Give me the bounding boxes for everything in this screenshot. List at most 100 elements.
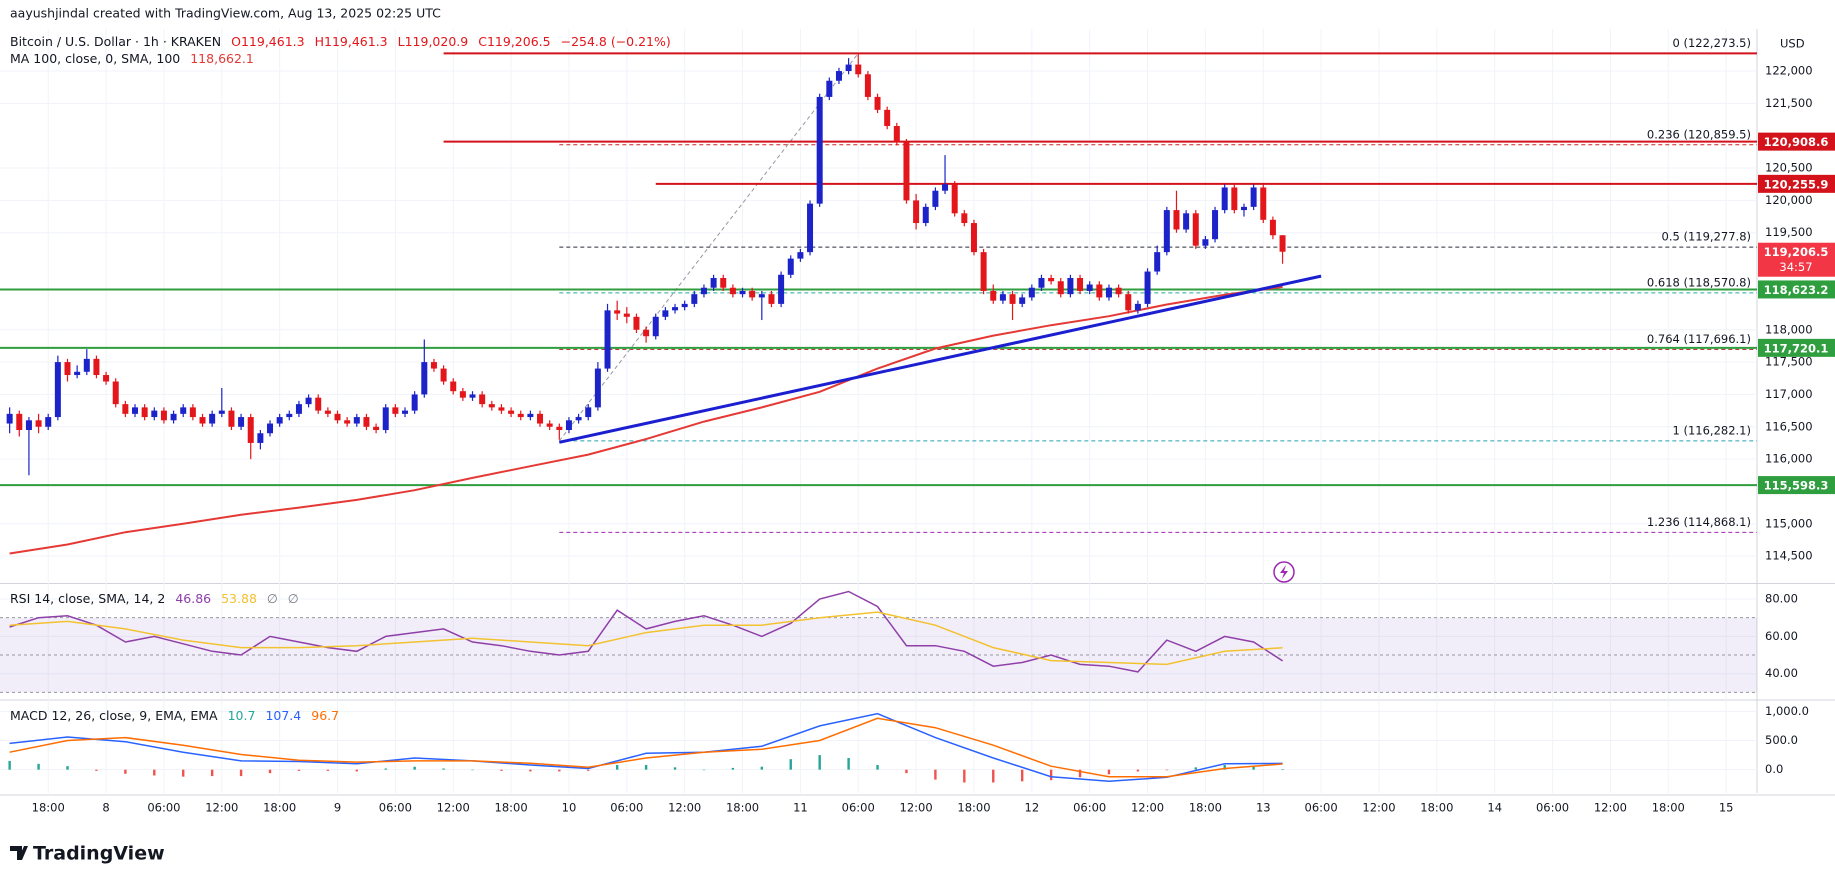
candle-body xyxy=(758,294,765,298)
series-line xyxy=(9,712,1283,783)
candle-body xyxy=(180,407,187,414)
candle-body xyxy=(816,96,823,204)
candle-body xyxy=(64,362,71,376)
candle-body xyxy=(305,397,312,405)
candle-body xyxy=(1163,210,1170,253)
candle-body xyxy=(344,420,351,424)
x-tick-label: 18:00 xyxy=(263,801,296,815)
legend-item: 10.7 xyxy=(228,708,256,723)
candle-body xyxy=(768,294,775,304)
candle-body xyxy=(276,417,283,424)
candle-body xyxy=(160,410,167,421)
price-tag xyxy=(1758,338,1835,357)
candle-body xyxy=(1269,219,1276,236)
x-tick-label: 18:00 xyxy=(1420,801,1453,815)
candle-body xyxy=(970,223,977,253)
candle-body xyxy=(1105,287,1112,298)
histogram-bar xyxy=(1281,769,1284,770)
fib-label: 0.236 (120,859.5) xyxy=(1647,127,1751,141)
y-tick-label: 115,000 xyxy=(1765,516,1813,530)
histogram-bar xyxy=(1078,769,1082,778)
candle-body xyxy=(807,203,814,253)
candle-body xyxy=(1173,210,1180,230)
fib-label: 1.236 (114,868.1) xyxy=(1647,515,1751,529)
histogram-bar xyxy=(66,766,69,770)
histogram-bar xyxy=(413,766,416,770)
x-tick-label: 10 xyxy=(562,801,577,815)
x-tick-label: 06:00 xyxy=(1305,801,1338,815)
candle-body xyxy=(864,74,871,97)
candle-body xyxy=(797,252,804,259)
candle-body xyxy=(103,375,110,382)
candle-body xyxy=(373,426,380,431)
candle-body xyxy=(508,410,515,414)
candle-body xyxy=(218,410,225,414)
histogram-bar xyxy=(529,769,532,772)
candle-body xyxy=(421,362,428,395)
candle-body xyxy=(585,407,592,418)
alert-bolt[interactable] xyxy=(1280,565,1288,579)
series-line xyxy=(9,717,1283,778)
candle-body xyxy=(855,64,862,75)
x-tick-label: 11 xyxy=(793,801,808,815)
candle-body xyxy=(392,407,399,414)
candle-body xyxy=(1240,206,1247,211)
candle-body xyxy=(459,391,466,398)
series-line xyxy=(9,611,1283,666)
candle-body xyxy=(93,358,100,376)
candle-body xyxy=(151,410,158,418)
candle-body xyxy=(643,329,650,337)
candle-body xyxy=(74,371,81,376)
candle-body xyxy=(1183,213,1190,230)
candle-body xyxy=(112,381,119,405)
candle-body xyxy=(710,278,717,288)
histogram-bar xyxy=(471,769,474,771)
candle-body xyxy=(1019,297,1026,304)
fib-label: 0.5 (119,277.8) xyxy=(1662,230,1751,244)
histogram-bar xyxy=(37,763,40,770)
candle-body xyxy=(999,294,1006,301)
legend-item: −254.8 (−0.21%) xyxy=(561,34,671,49)
price-tag xyxy=(1758,174,1835,193)
legend-item: MA 100, close, 0, SMA, 100 xyxy=(10,51,180,66)
candle-body xyxy=(450,381,457,392)
legend-item: ∅ xyxy=(267,591,278,606)
candle-body xyxy=(749,290,756,298)
x-tick-label: 06:00 xyxy=(1536,801,1569,815)
x-tick-label: 06:00 xyxy=(610,801,643,815)
legend-item: Bitcoin / U.S. Dollar · 1h · KRAKEN xyxy=(10,34,221,49)
histogram-bar xyxy=(384,768,387,770)
histogram-bar xyxy=(905,769,908,774)
candle-body xyxy=(614,310,621,314)
logo-text: TradingView xyxy=(33,843,165,865)
legend-line: RSI 14, close, SMA, 14, 2 46.86 53.88 ∅ ∅ xyxy=(10,591,299,606)
x-tick-label: 18:00 xyxy=(1652,801,1685,815)
histogram-bar xyxy=(268,769,272,774)
last-price-label: 119,206.5 xyxy=(1764,245,1829,259)
countdown: 34:57 xyxy=(1779,260,1812,274)
ma-line xyxy=(9,285,1283,555)
histogram-bar xyxy=(1020,769,1024,782)
candle-body xyxy=(430,362,437,369)
candle-body xyxy=(720,278,727,288)
candle-body xyxy=(363,417,370,427)
candle-body xyxy=(951,184,958,214)
currency: USD xyxy=(1780,37,1805,51)
histogram-bar xyxy=(1194,767,1197,770)
last-price-tag xyxy=(1758,242,1835,277)
x-tick-label: 06:00 xyxy=(842,801,875,815)
histogram-bar xyxy=(1107,769,1111,775)
alert-icon[interactable] xyxy=(1273,561,1295,583)
y-tick-label: 120,500 xyxy=(1765,161,1813,175)
candle-body xyxy=(1250,187,1257,207)
candle-body xyxy=(247,417,254,443)
legend-line: MACD 12, 26, close, 9, EMA, EMA 10.7 107.4… xyxy=(10,708,339,723)
candle-body xyxy=(170,413,177,421)
candle-body xyxy=(1096,284,1103,298)
legend-item: ∅ xyxy=(288,591,299,606)
price-tag-label: 120,908.6 xyxy=(1764,135,1829,149)
fib-label: 0 (122,273.5) xyxy=(1673,36,1751,50)
